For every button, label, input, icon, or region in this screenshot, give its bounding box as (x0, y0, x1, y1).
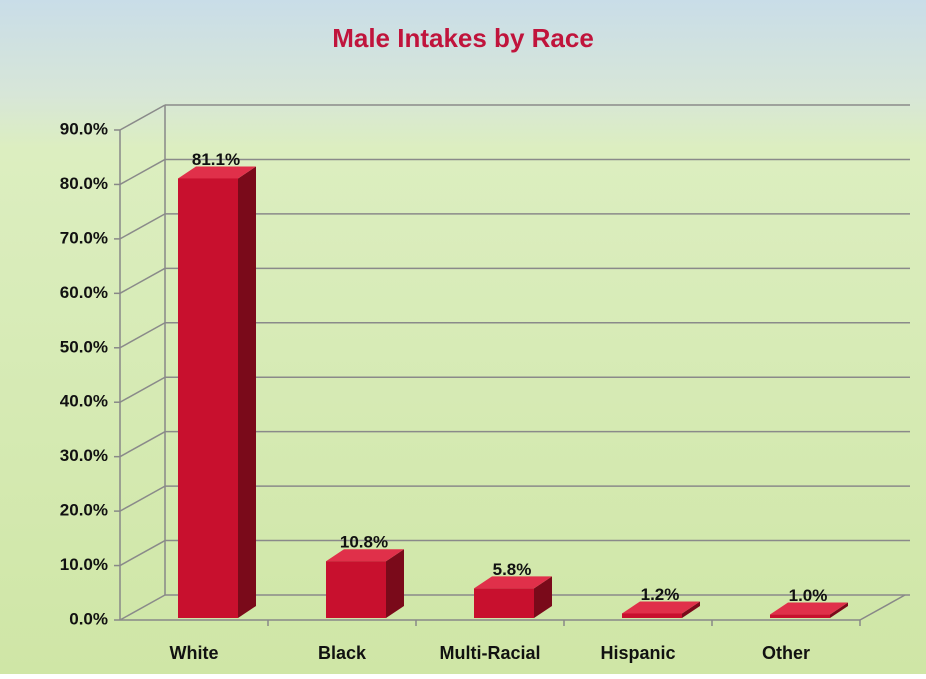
y-tick-label: 10.0% (60, 555, 108, 574)
chart-title: Male Intakes by Race (332, 23, 594, 53)
bar (622, 613, 682, 618)
bar (326, 561, 386, 618)
value-label: 1.0% (789, 586, 828, 605)
bar (178, 178, 238, 618)
value-label: 81.1% (192, 150, 240, 169)
grid-line (119, 376, 166, 403)
y-tick-label: 40.0% (60, 392, 108, 411)
y-tick-label: 60.0% (60, 283, 108, 302)
bar-side (238, 166, 256, 618)
grid-line (119, 485, 166, 512)
grid-line (119, 104, 166, 131)
y-tick-label: 50.0% (60, 337, 108, 356)
floor-edge (859, 594, 906, 621)
grid-line (119, 213, 166, 240)
grid-line (119, 431, 166, 458)
grid-line (119, 322, 166, 349)
bar-side (682, 601, 700, 618)
y-tick-label: 80.0% (60, 174, 108, 193)
y-tick-label: 70.0% (60, 228, 108, 247)
x-tick-label: White (170, 643, 219, 663)
grid-line (119, 267, 166, 294)
bar (474, 588, 534, 618)
bar-side (830, 602, 848, 618)
grid-line (119, 594, 166, 621)
x-tick-label: Hispanic (600, 643, 675, 663)
y-tick-label: 0.0% (69, 609, 108, 628)
grid-line (119, 158, 166, 186)
grid-line (119, 539, 166, 567)
bar-top (178, 166, 256, 179)
y-tick-label: 30.0% (60, 446, 108, 465)
x-tick-label: Other (762, 643, 810, 663)
bar-top (770, 602, 848, 615)
y-tick-label: 90.0% (60, 119, 108, 138)
bar-top (326, 549, 404, 562)
bar-top (474, 576, 552, 589)
bar-side (534, 576, 552, 618)
bar-top (622, 601, 700, 614)
value-label: 10.8% (340, 533, 388, 552)
x-tick-label: Multi-Racial (439, 643, 540, 663)
bar (770, 614, 830, 618)
value-label: 1.2% (641, 585, 680, 604)
value-label: 5.8% (493, 560, 532, 579)
bar-side (386, 549, 404, 618)
x-tick-label: Black (318, 643, 367, 663)
y-tick-label: 20.0% (60, 501, 108, 520)
